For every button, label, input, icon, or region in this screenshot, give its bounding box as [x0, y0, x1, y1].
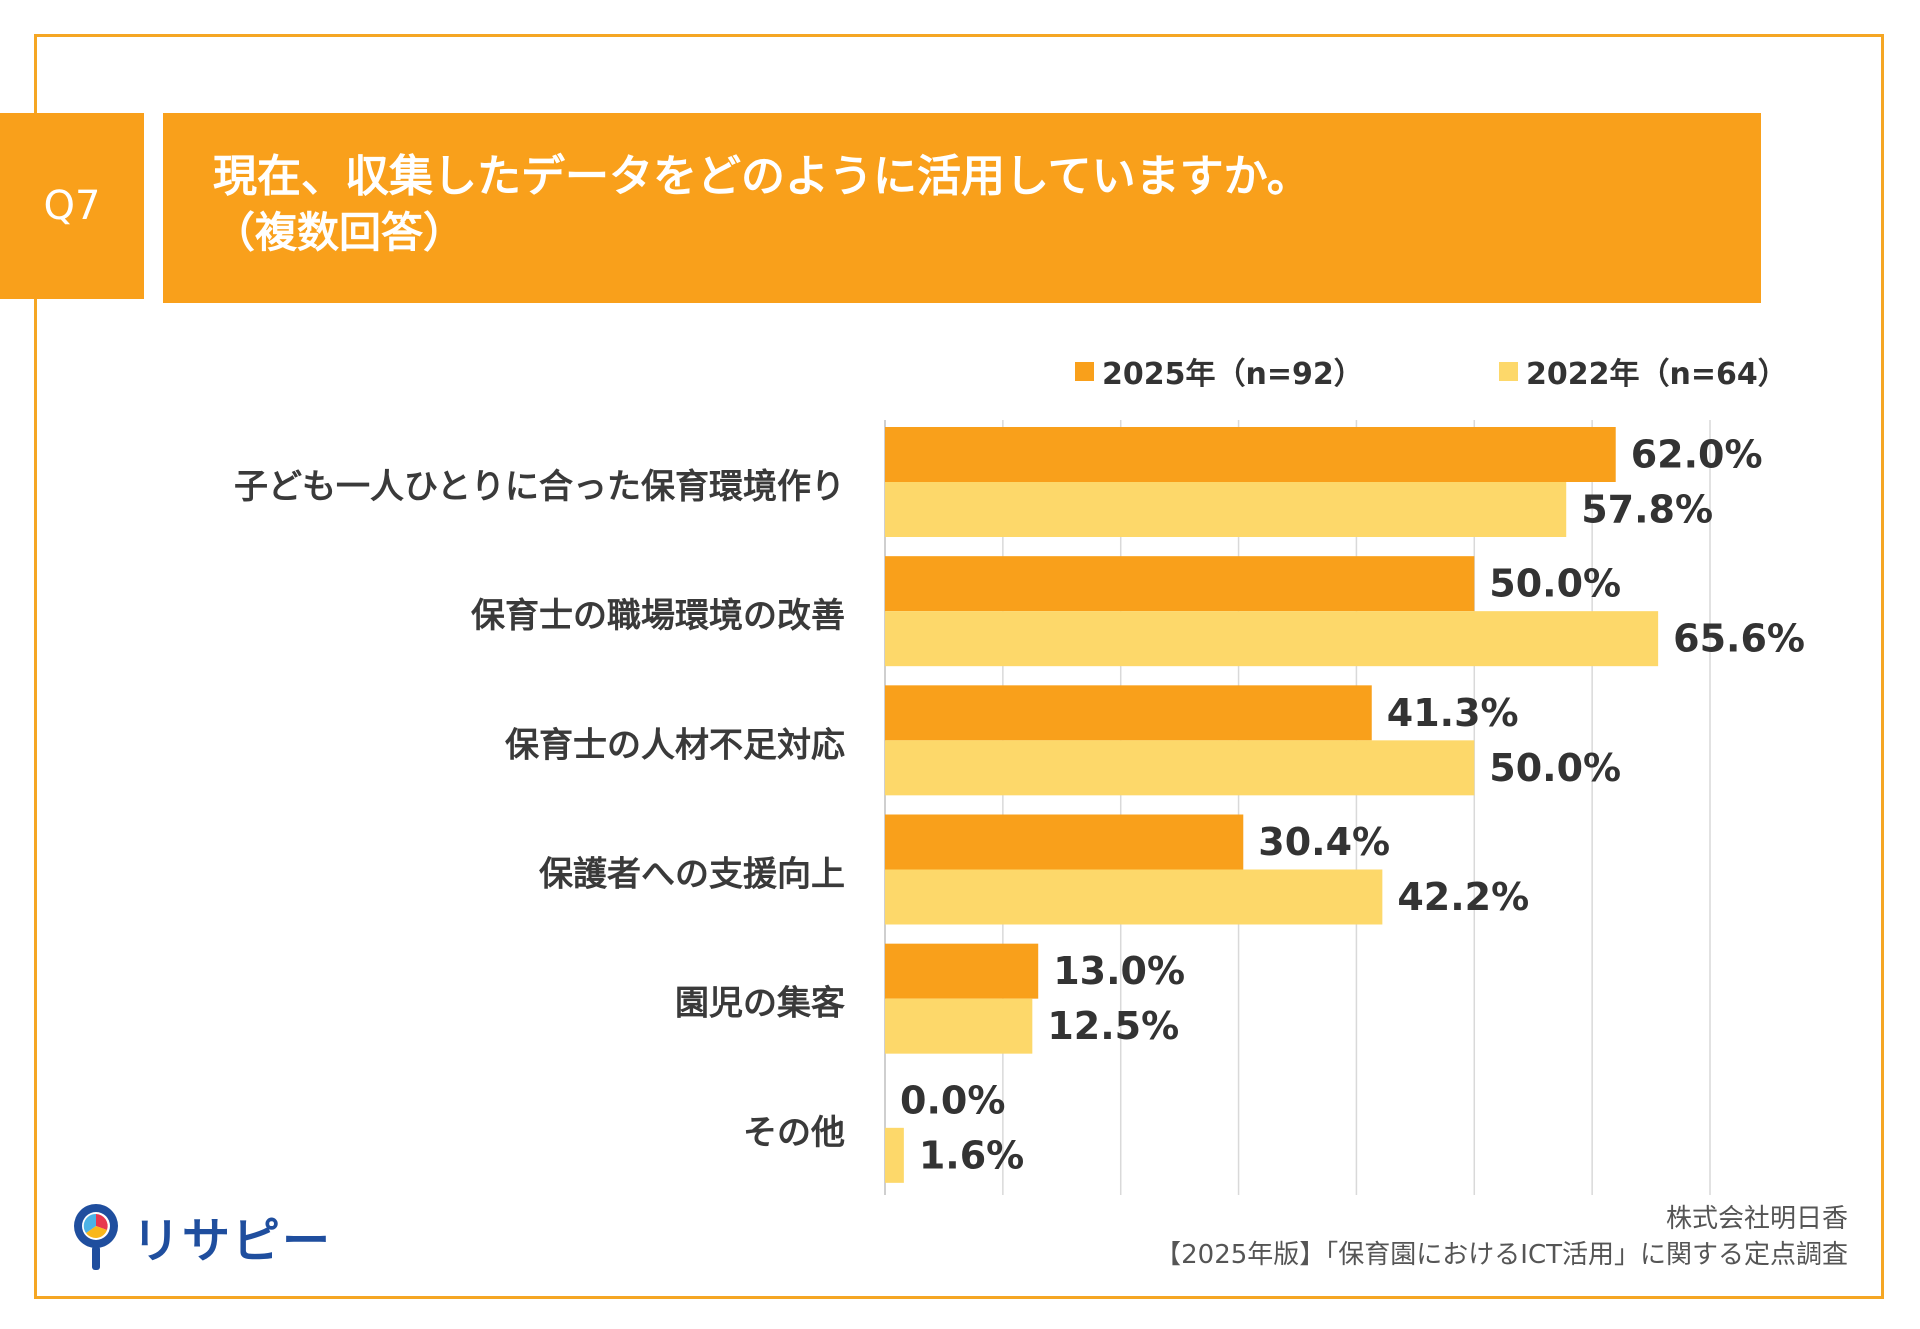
legend-item-2022: 2022年（n=64） [1499, 349, 1788, 393]
data-label: 0.0% [900, 1078, 1005, 1122]
bar-2022 [885, 740, 1475, 796]
data-label: 50.0% [1489, 562, 1621, 606]
data-label: 12.5% [1047, 1004, 1179, 1048]
data-label: 50.0% [1489, 746, 1621, 790]
map-pin-logo-icon [70, 1200, 122, 1272]
risapy-logo: リサピー [70, 1200, 332, 1272]
bar-2022 [885, 482, 1567, 537]
bar-2025 [885, 427, 1616, 482]
company-credit: 株式会社明日香 [1665, 1204, 1848, 1234]
question-title-box: 現在、収集したデータをどのように活用していますか。 （複数回答） [163, 113, 1761, 303]
data-label: 30.4% [1258, 820, 1390, 864]
data-label: 65.6% [1673, 617, 1805, 661]
category-label: 子ども一人ひとりに合った保育環境作り [234, 467, 845, 507]
survey-credit: 【2025年版】「保育園におけるICT活用」に関する定点調査 [1155, 1240, 1848, 1270]
category-label: 園児の集客 [675, 984, 845, 1024]
legend-swatch-2022 [1499, 361, 1518, 381]
chart-legend: 2025年（n=92） 2022年（n=64） [1075, 349, 1815, 392]
data-label: 41.3% [1387, 691, 1519, 735]
chart-frame [34, 34, 1884, 1299]
bar-2025 [885, 685, 1372, 741]
question-number-badge: Q7 [0, 113, 144, 299]
category-label: 保護者への支援向上 [539, 855, 845, 895]
bar-2022 [885, 1127, 904, 1183]
data-label: 42.2% [1397, 875, 1529, 919]
bar-2025 [885, 814, 1244, 870]
legend-label-2022: 2022年（n=64） [1526, 357, 1788, 392]
legend-label-2025: 2025年（n=92） [1102, 357, 1364, 392]
bar-2022 [885, 998, 1033, 1054]
bar-2025 [885, 943, 1039, 999]
legend-swatch-2025 [1075, 361, 1094, 381]
question-title: 現在、収集したデータをどのように活用していますか。 [213, 151, 1311, 202]
data-label: 62.0% [1631, 433, 1763, 477]
data-label: 57.8% [1581, 488, 1713, 532]
data-label: 13.0% [1053, 949, 1185, 993]
data-label: 1.6% [919, 1133, 1024, 1177]
category-label: その他 [743, 1113, 845, 1153]
bar-2022 [885, 869, 1383, 925]
category-label: 保育士の職場環境の改善 [471, 596, 845, 636]
category-label: 保育士の人材不足対応 [505, 725, 845, 765]
logo-text: リサピー [132, 1213, 333, 1269]
legend-item-2025: 2025年（n=92） [1075, 349, 1364, 393]
question-subtitle: （複数回答） [213, 208, 466, 257]
bar-2025 [885, 556, 1475, 612]
bar-2022 [885, 611, 1659, 667]
